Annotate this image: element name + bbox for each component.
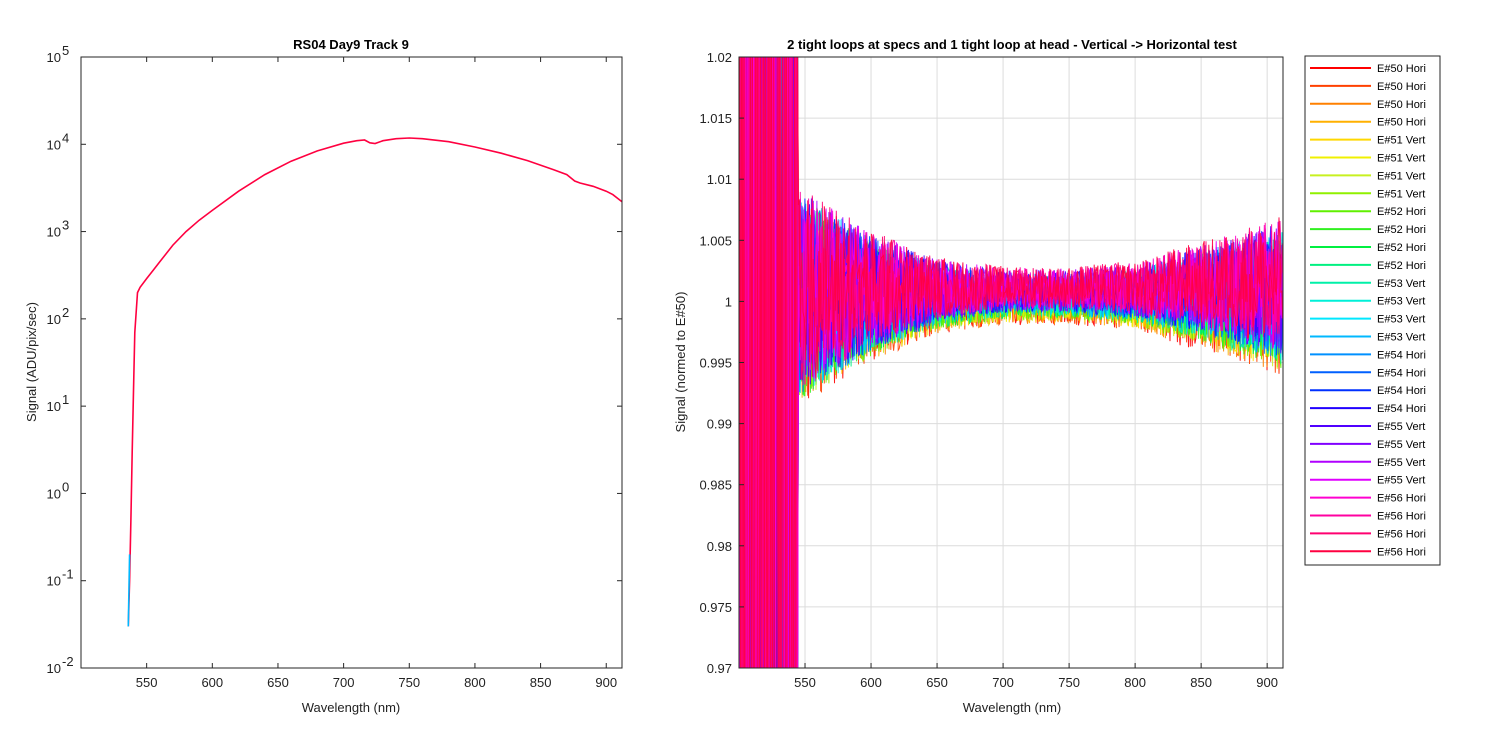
y-tick-exponent: 2 (62, 305, 69, 320)
legend-label: E#55 Vert (1377, 475, 1425, 487)
x-tick-label: 600 (201, 675, 223, 690)
y-tick-label: 0.995 (699, 356, 732, 371)
left-plot-area (81, 57, 622, 668)
y-tick-label: 0.975 (699, 600, 732, 615)
x-tick-label: 800 (464, 675, 486, 690)
legend-label: E#50 Hori (1377, 99, 1426, 111)
y-tick-label: 10 (47, 225, 61, 240)
legend-label: E#52 Hori (1377, 224, 1426, 236)
right-y-axis-label: Signal (normed to E#50) (673, 292, 688, 433)
y-tick-label: 1 (725, 294, 732, 309)
legend-label: E#50 Hori (1377, 81, 1426, 93)
legend-label: E#54 Hori (1377, 349, 1426, 361)
right-x-axis-label: Wavelength (nm) (963, 700, 1062, 715)
legend-box (1304, 55, 1441, 566)
legend: E#50 Hori E#50 Hori E#50 Hori E#50 Hori E#51… (1304, 55, 1441, 566)
legend-label: E#52 Hori (1377, 206, 1426, 218)
y-tick-label: 10 (47, 137, 61, 152)
x-tick-label: 750 (1058, 675, 1080, 690)
legend-label: E#53 Vert (1377, 296, 1425, 308)
x-tick-label: 700 (992, 675, 1014, 690)
x-tick-label: 900 (595, 675, 617, 690)
left-x-axis-label: Wavelength (nm) (302, 700, 401, 715)
x-tick-label: 650 (267, 675, 289, 690)
legend-label: E#53 Vert (1377, 314, 1425, 326)
right-series (739, 57, 1283, 668)
x-tick-label: 800 (1124, 675, 1146, 690)
legend-label: E#51 Vert (1377, 153, 1425, 165)
right-ticks: 550 600 650 700 750 800 850 900 0.97 0.975 0.98 0.9… (699, 50, 1278, 690)
legend-label: E#52 Hori (1377, 242, 1426, 254)
y-tick-label: 10 (47, 574, 61, 589)
y-tick-label: 10 (47, 312, 61, 327)
y-tick-exponent: 1 (62, 392, 69, 407)
legend-label: E#50 Hori (1377, 63, 1426, 75)
legend-label: E#56 Hori (1377, 511, 1426, 523)
y-tick-exponent: 3 (62, 218, 69, 233)
legend-label: E#52 Hori (1377, 260, 1426, 272)
legend-label: E#51 Vert (1377, 170, 1425, 182)
y-tick-label: 10 (47, 399, 61, 414)
legend-label: E#56 Hori (1377, 493, 1426, 505)
right-axes-box (738, 56, 1284, 669)
y-tick-label: 0.98 (707, 539, 732, 554)
legend-label: E#50 Hori (1377, 117, 1426, 129)
y-tick-label: 0.985 (699, 478, 732, 493)
y-tick-label: 1.005 (699, 233, 732, 248)
left-chart-title: RS04 Day9 Track 9 (293, 37, 409, 52)
legend-label: E#55 Vert (1377, 439, 1425, 451)
y-tick-exponent: 0 (62, 479, 69, 494)
legend-label: E#54 Hori (1377, 367, 1426, 379)
right-series-line (739, 57, 1283, 668)
x-tick-label: 550 (794, 675, 816, 690)
x-tick-label: 650 (926, 675, 948, 690)
y-tick-exponent: 5 (62, 43, 69, 58)
legend-label: E#51 Vert (1377, 188, 1425, 200)
y-tick-label: 0.97 (707, 661, 732, 676)
y-tick-exponent: -1 (62, 567, 74, 582)
right-chart-title: 2 tight loops at specs and 1 tight loop … (787, 37, 1237, 52)
legend-label: E#56 Hori (1377, 546, 1426, 558)
y-tick-exponent: -2 (62, 654, 74, 669)
x-tick-label: 850 (530, 675, 552, 690)
y-tick-label: 1.01 (707, 172, 732, 187)
x-tick-label: 600 (860, 675, 882, 690)
y-tick-label: 1.02 (707, 50, 732, 65)
legend-label: E#56 Hori (1377, 528, 1426, 540)
y-tick-label: 10 (47, 661, 61, 676)
legend-label: E#55 Vert (1377, 421, 1425, 433)
legend-label: E#54 Hori (1377, 385, 1426, 397)
x-tick-label: 750 (398, 675, 420, 690)
left-series (127, 137, 623, 627)
left-series-line (127, 137, 623, 627)
y-tick-label: 1.015 (699, 111, 732, 126)
right-chart: 550 600 650 700 750 800 850 900 0.97 0.975 0.98 0.9… (673, 37, 1284, 715)
x-tick-label: 900 (1256, 675, 1278, 690)
legend-label: E#53 Vert (1377, 332, 1425, 344)
y-tick-exponent: 4 (62, 130, 69, 145)
y-tick-label: 10 (47, 486, 61, 501)
legend-label: E#54 Hori (1377, 403, 1426, 415)
legend-items: E#50 Hori E#50 Hori E#50 Hori E#50 Hori E#51… (1310, 63, 1426, 558)
legend-label: E#51 Vert (1377, 135, 1425, 147)
x-tick-label: 700 (333, 675, 355, 690)
legend-label: E#55 Vert (1377, 457, 1425, 469)
y-tick-label: 10 (47, 50, 61, 65)
left-series-line-start (127, 554, 131, 627)
left-axes-box (80, 56, 623, 669)
left-y-axis-label: Signal (ADU/pix/sec) (24, 302, 39, 422)
x-tick-label: 850 (1190, 675, 1212, 690)
y-tick-label: 0.99 (707, 417, 732, 432)
x-tick-label: 550 (136, 675, 158, 690)
legend-label: E#53 Vert (1377, 278, 1425, 290)
